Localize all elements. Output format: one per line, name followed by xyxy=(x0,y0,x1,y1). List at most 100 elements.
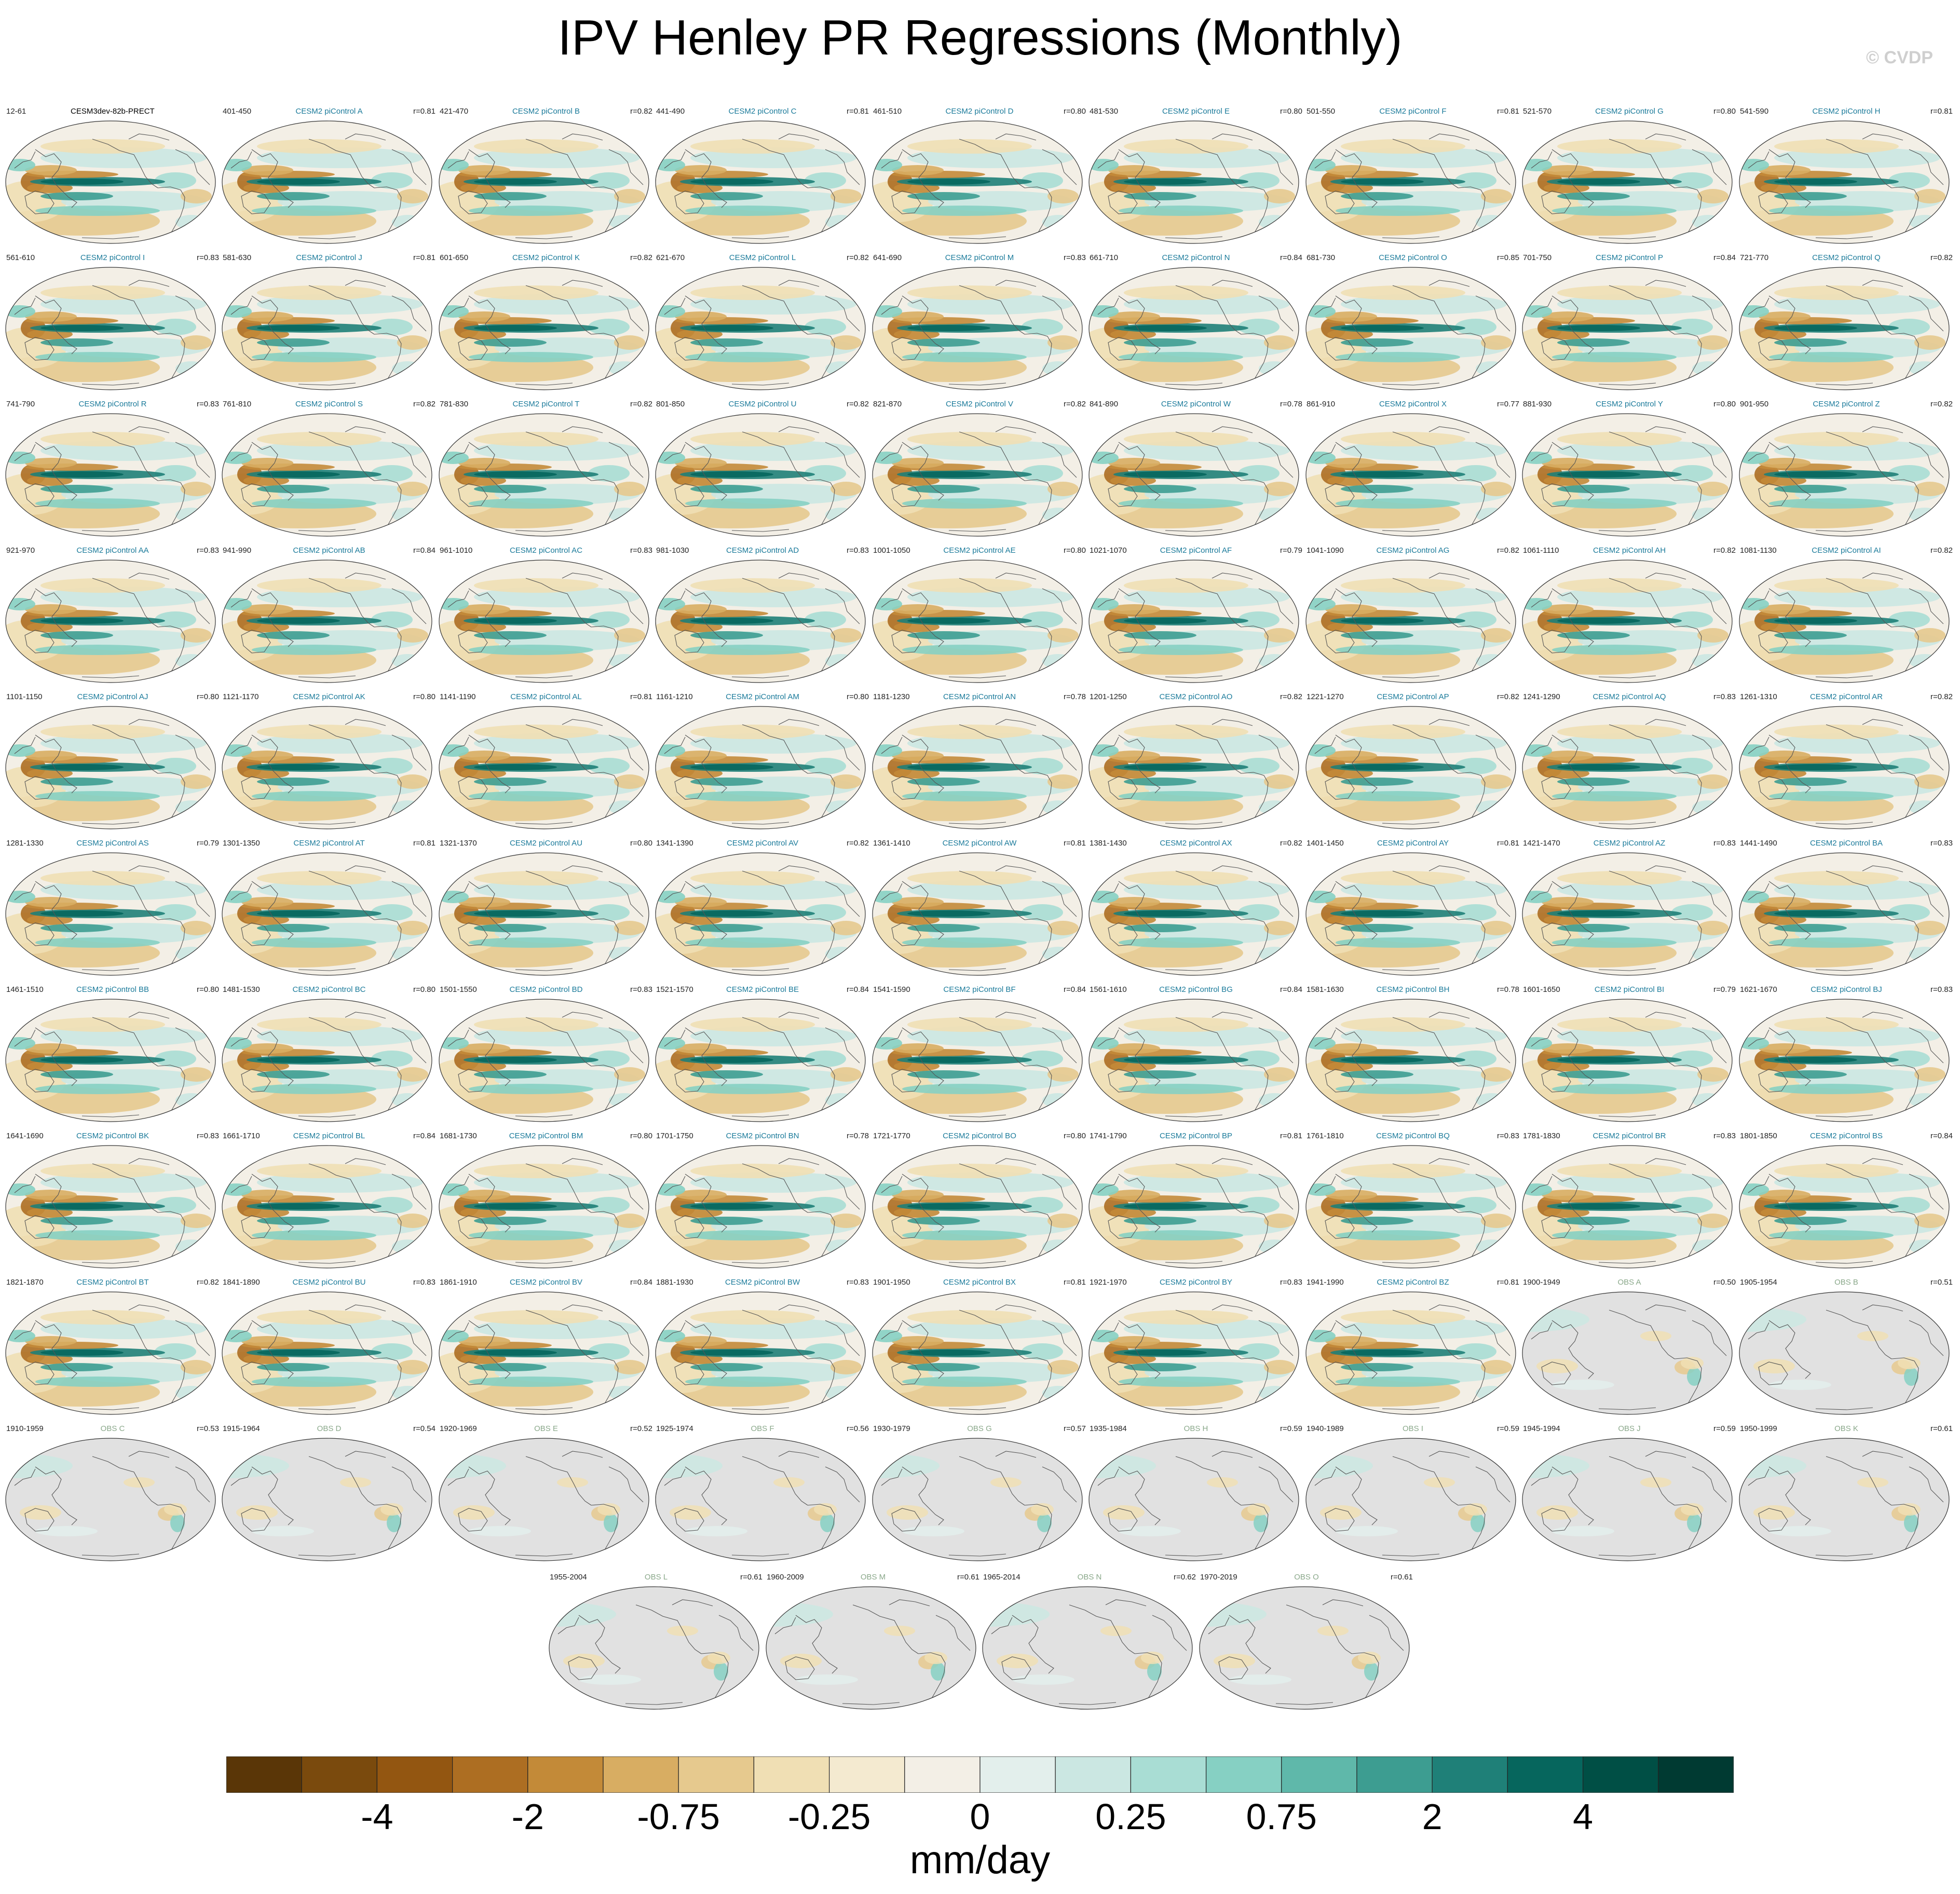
colorbar-tick-label: 0 xyxy=(970,1796,990,1837)
panel-years: 1101-1150 xyxy=(6,692,43,701)
panel-pattern-correlation: r=0.83 xyxy=(630,546,652,555)
map-panel: 1121-1170 CESM2 piControl AK r=0.80 xyxy=(221,692,438,833)
panel-title: CESM2 piControl H xyxy=(1812,107,1881,116)
map-panel: 1281-1330 CESM2 piControl AS r=0.79 xyxy=(4,839,221,979)
regression-map xyxy=(1088,999,1299,1122)
map-panel: 1341-1390 CESM2 piControl AV r=0.82 xyxy=(654,839,871,979)
panel-years: 1581-1630 xyxy=(1306,985,1344,994)
panel-years: 501-550 xyxy=(1306,107,1336,116)
panel-pattern-correlation: r=0.84 xyxy=(1930,1132,1953,1140)
colorbar-tick-label: -4 xyxy=(361,1796,393,1837)
map-panel: 881-930 CESM2 piControl Y r=0.80 xyxy=(1521,400,1738,540)
panel-years: 1401-1450 xyxy=(1306,839,1344,848)
panel-title: CESM2 piControl BQ xyxy=(1376,1132,1450,1140)
panel-years: 541-590 xyxy=(1740,107,1769,116)
panel-pattern-correlation: r=0.82 xyxy=(630,400,652,408)
map-panel: 1701-1750 CESM2 piControl BN r=0.78 xyxy=(654,1132,871,1272)
panel-title: CESM2 piControl AG xyxy=(1376,546,1450,555)
panel-pattern-correlation: r=0.80 xyxy=(413,692,435,701)
panel-years: 12-61 xyxy=(6,107,26,116)
map-panel: 801-850 CESM2 piControl U r=0.82 xyxy=(654,400,871,540)
panel-pattern-correlation: r=0.82 xyxy=(1064,400,1086,408)
regression-map xyxy=(655,852,866,976)
colorbar-swatch xyxy=(1205,1756,1282,1793)
regression-map xyxy=(5,852,216,976)
panel-years: 1681-1730 xyxy=(440,1132,477,1140)
panel-title: OBS M xyxy=(860,1573,886,1582)
panel-title: CESM2 piControl AB xyxy=(293,546,365,555)
panel-pattern-correlation: r=0.80 xyxy=(1713,107,1736,116)
panel-pattern-correlation: r=0.82 xyxy=(1930,546,1953,555)
map-panel: 1721-1770 CESM2 piControl BO r=0.80 xyxy=(871,1132,1088,1272)
panel-pattern-correlation: r=0.81 xyxy=(630,692,652,701)
panel-pattern-correlation: r=0.83 xyxy=(1064,253,1086,262)
regression-map xyxy=(1088,267,1299,390)
map-panel: 501-550 CESM2 piControl F r=0.81 xyxy=(1304,107,1521,247)
panel-pattern-correlation: r=0.82 xyxy=(1930,692,1953,701)
map-panel: 1970-2019 OBS O r=0.61 xyxy=(1198,1573,1415,1713)
panel-title: CESM2 piControl AW xyxy=(942,839,1017,848)
panel-pattern-correlation: r=0.83 xyxy=(1280,1278,1302,1287)
map-panel: 1781-1830 CESM2 piControl BR r=0.83 xyxy=(1521,1132,1738,1272)
colorbar-swatch xyxy=(603,1756,679,1793)
panel-pattern-correlation: r=0.81 xyxy=(1280,1132,1302,1140)
panel-years: 1861-1910 xyxy=(440,1278,477,1287)
panel-years: 1301-1350 xyxy=(223,839,260,848)
panel-years: 1441-1490 xyxy=(1740,839,1777,848)
panel-title: CESM2 piControl BU xyxy=(292,1278,366,1287)
panel-pattern-correlation: r=0.82 xyxy=(1713,546,1736,555)
panel-pattern-correlation: r=0.79 xyxy=(197,839,219,848)
regression-map xyxy=(1739,852,1950,976)
panel-pattern-correlation: r=0.82 xyxy=(1930,253,1953,262)
panel-title: CESM2 piControl BS xyxy=(1809,1132,1883,1140)
panel-title: CESM2 piControl W xyxy=(1161,400,1231,408)
map-panel: 1945-1994 OBS J r=0.59 xyxy=(1521,1424,1738,1564)
map-panel: 741-790 CESM2 piControl R r=0.83 xyxy=(4,400,221,540)
panel-years: 961-1010 xyxy=(440,546,473,555)
panel-years: 1970-2019 xyxy=(1200,1573,1237,1582)
panel-years: 861-910 xyxy=(1306,400,1336,408)
regression-map xyxy=(1739,999,1950,1122)
panel-years: 1501-1550 xyxy=(440,985,477,994)
regression-map xyxy=(1305,120,1516,244)
colorbar-tick-label: 2 xyxy=(1422,1796,1442,1837)
panel-pattern-correlation: r=0.82 xyxy=(413,400,435,408)
panel-title: CESM2 piControl BP xyxy=(1159,1132,1233,1140)
regression-map xyxy=(439,560,649,683)
map-panel: 1941-1990 CESM2 piControl BZ r=0.81 xyxy=(1304,1278,1521,1418)
panel-years: 881-930 xyxy=(1523,400,1552,408)
panel-pattern-correlation: r=0.82 xyxy=(1930,400,1953,408)
panel-years: 1481-1530 xyxy=(223,985,260,994)
panel-title: CESM2 piControl AA xyxy=(76,546,149,555)
panel-pattern-correlation: r=0.85 xyxy=(1497,253,1519,262)
map-panel: 1910-1959 OBS C r=0.53 xyxy=(4,1424,221,1564)
panel-pattern-correlation: r=0.81 xyxy=(413,253,435,262)
panel-title: CESM2 piControl G xyxy=(1595,107,1664,116)
panel-pattern-correlation: r=0.81 xyxy=(413,839,435,848)
panel-title: CESM2 piControl S xyxy=(295,400,363,408)
regression-map xyxy=(1739,1145,1950,1269)
regression-map xyxy=(1088,852,1299,976)
regression-map xyxy=(1522,267,1733,390)
map-panel: 441-490 CESM2 piControl C r=0.81 xyxy=(654,107,871,247)
map-panel: 1621-1670 CESM2 piControl BJ r=0.83 xyxy=(1738,985,1955,1125)
map-panel: 1361-1410 CESM2 piControl AW r=0.81 xyxy=(871,839,1088,979)
map-panel: 1181-1230 CESM2 piControl AN r=0.78 xyxy=(871,692,1088,833)
map-panel: 641-690 CESM2 piControl M r=0.83 xyxy=(871,253,1088,393)
panel-title: CESM2 piControl BD xyxy=(509,985,583,994)
regression-map xyxy=(655,267,866,390)
panel-years: 1541-1590 xyxy=(873,985,910,994)
panel-pattern-correlation: r=0.78 xyxy=(847,1132,869,1140)
panel-years: 1910-1959 xyxy=(6,1424,44,1433)
map-panel: 421-470 CESM2 piControl B r=0.82 xyxy=(438,107,655,247)
panel-pattern-correlation: r=0.84 xyxy=(847,985,869,994)
regression-map xyxy=(1088,120,1299,244)
panel-title: CESM2 piControl BK xyxy=(76,1132,149,1140)
colorbar-swatch xyxy=(1583,1756,1659,1793)
panel-pattern-correlation: r=0.59 xyxy=(1713,1424,1736,1433)
regression-map xyxy=(439,1145,649,1269)
panel-pattern-correlation: r=0.80 xyxy=(197,692,219,701)
map-panel: 1905-1954 OBS B r=0.51 xyxy=(1738,1278,1955,1418)
panel-pattern-correlation: r=0.61 xyxy=(957,1573,979,1582)
panel-pattern-correlation: r=0.82 xyxy=(1280,692,1302,701)
